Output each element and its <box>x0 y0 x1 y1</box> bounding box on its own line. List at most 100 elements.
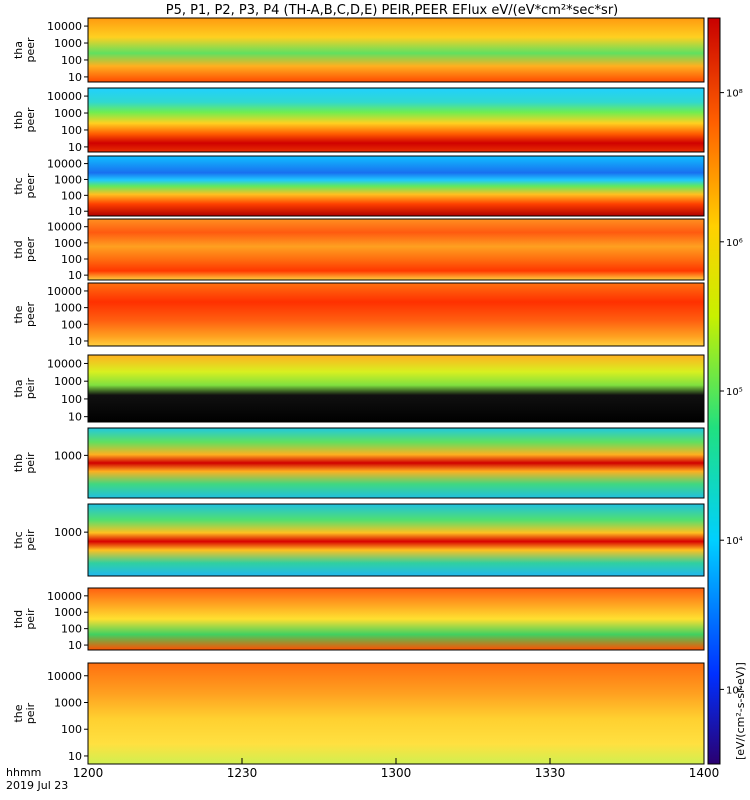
panel-label-line: thb <box>12 111 25 129</box>
spectrogram-image <box>88 156 704 216</box>
colorbar-tick-label: 10² <box>726 685 743 696</box>
spectrogram-image <box>88 355 704 422</box>
panel-thb-peir: 1000 thb peir <box>12 427 705 499</box>
panel-label-line: peir <box>24 529 37 551</box>
colorbar-label: [eV/(cm²-s-sr-eV)] <box>734 662 747 760</box>
panel-frame <box>87 17 705 83</box>
chart-title: P5, P1, P2, P3, P4 (TH-A,B,C,D,E) PEIR,P… <box>166 3 619 18</box>
y-tick-label: 1000 <box>54 107 82 120</box>
panel-label-line: peer <box>24 173 37 199</box>
spectrogram-image <box>88 88 704 152</box>
panel-tha-peer: 10000 1000 100 10 tha peer <box>12 17 705 84</box>
panel-frame <box>87 155 705 217</box>
y-tick-label: 1000 <box>54 526 82 539</box>
y-tick-label: 10 <box>68 205 82 218</box>
x-tick-label: 1400 <box>689 766 720 780</box>
y-tick-label: 100 <box>61 723 82 736</box>
panel-label: thc peir <box>12 529 37 551</box>
colorbar-tick-label: 10⁵ <box>726 387 743 398</box>
y-tick-label: 10 <box>68 639 82 652</box>
panel-label-line: peir <box>24 452 37 474</box>
y-tick-label: 1000 <box>54 37 82 50</box>
colorbar-ticks: 10² 10⁴ 10⁵ 10⁶ 10⁸ <box>720 89 743 696</box>
panel-tha-peir: 10000 1000 100 10 tha peir <box>12 354 705 424</box>
x-axis: 1200 1230 1300 1330 1400 <box>73 758 720 780</box>
panel-the-peir: 10000 1000 100 10 the peir <box>12 662 705 765</box>
spectrogram-image <box>88 663 704 764</box>
panel-label-line: thd <box>12 610 25 628</box>
y-tick-label: 100 <box>61 124 82 137</box>
y-tick-label: 10000 <box>47 221 82 234</box>
y-tick-label: 1000 <box>54 606 82 619</box>
y-tick-label: 1000 <box>54 375 82 388</box>
y-tick-label: 10 <box>68 269 82 282</box>
y-tick-label: 100 <box>61 623 82 636</box>
date-label: 2019 Jul 23 <box>6 779 68 792</box>
panel-frame <box>87 354 705 423</box>
y-tick-label: 10000 <box>47 285 82 298</box>
y-tick-label: 10000 <box>47 590 82 603</box>
y-tick-label: 10000 <box>47 20 82 33</box>
panel-thd-peir: 10000 1000 100 10 thd peir <box>12 587 705 652</box>
panel-label-line: thc <box>12 531 25 548</box>
panel-label: thd peir <box>12 608 37 630</box>
y-tick-label: 1000 <box>54 302 82 315</box>
panel-label-line: tha <box>12 379 25 397</box>
x-tick-label: 1300 <box>381 766 412 780</box>
colorbar-tick-label: 10⁶ <box>726 238 743 249</box>
x-tick-label: 1230 <box>227 766 258 780</box>
y-tick-label: 10000 <box>47 90 82 103</box>
y-tick-label: 1000 <box>54 449 82 462</box>
panel-label-line: peer <box>24 107 37 133</box>
panel-frame <box>87 282 705 347</box>
colorbar-tick-label: 10⁴ <box>726 536 743 547</box>
y-tick-label: 100 <box>61 393 82 406</box>
y-tick-label: 1000 <box>54 237 82 250</box>
y-tick-label: 10 <box>68 335 82 348</box>
spectrogram-image <box>88 588 704 650</box>
spectrogram-image <box>88 428 704 498</box>
panel-label-line: peir <box>24 608 37 630</box>
y-tick-label: 10000 <box>47 357 82 370</box>
colorbar-tick-label: 10⁸ <box>726 89 743 100</box>
spectrogram-image <box>88 504 704 576</box>
panel-label-line: peir <box>24 702 37 724</box>
panel-thd-peer: 10000 1000 100 10 thd peer <box>12 218 705 282</box>
y-tick-label: 100 <box>61 318 82 331</box>
y-tick-label: 100 <box>61 253 82 266</box>
panel-label: the peer <box>12 302 37 328</box>
panel-label: thb peer <box>12 107 37 133</box>
panel-label: tha peer <box>12 37 37 63</box>
y-tick-label: 10000 <box>47 158 82 171</box>
x-tick-label: 1200 <box>73 766 104 780</box>
y-tick-label: 10 <box>68 71 82 84</box>
colorbar <box>707 17 721 765</box>
panel-label-line: tha <box>12 41 25 59</box>
panel-label-line: the <box>12 305 25 323</box>
panel-frame <box>87 587 705 651</box>
y-tick-label: 10000 <box>47 670 82 683</box>
x-tick-label: 1330 <box>535 766 566 780</box>
panel-thb-peer: 10000 1000 100 10 thb peer <box>12 87 705 154</box>
panel-label-line: peer <box>24 302 37 328</box>
y-tick-label: 100 <box>61 189 82 202</box>
panel-thc-peer: 10000 1000 100 10 thc peer <box>12 155 705 218</box>
panel-frame <box>87 87 705 153</box>
time-format-label: hhmm <box>6 766 41 779</box>
spectrogram-image <box>88 18 704 82</box>
y-tick-label: 100 <box>61 54 82 67</box>
spectrogram-image <box>88 283 704 346</box>
panel-label: thd peer <box>12 237 37 263</box>
panel-frame <box>87 503 705 577</box>
panel-label-line: peer <box>24 37 37 63</box>
panel-label-line: peer <box>24 237 37 263</box>
panel-the-peer: 10000 1000 100 10 the peer <box>12 282 705 348</box>
panel-frame <box>87 218 705 281</box>
panel-label-line: peir <box>24 377 37 399</box>
panel-label-line: thb <box>12 454 25 472</box>
panel-frame <box>87 427 705 499</box>
panel-label: thb peir <box>12 452 37 474</box>
panel-label: tha peir <box>12 377 37 399</box>
